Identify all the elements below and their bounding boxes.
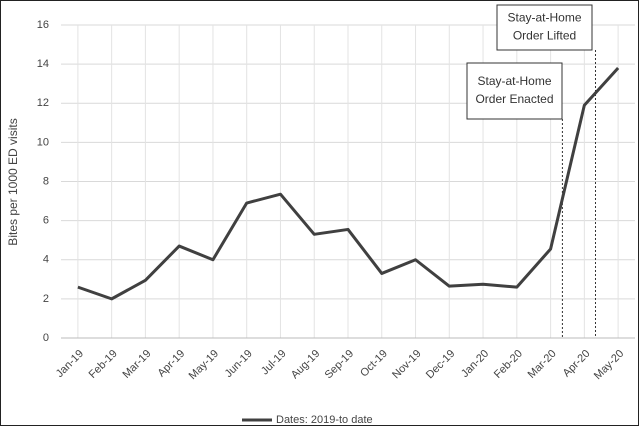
- x-tick-label: Jul-19: [259, 348, 289, 378]
- annotation-text: Stay-at-Home: [507, 11, 581, 25]
- x-tick-label: Apr-20: [561, 348, 593, 380]
- annotation: Stay-at-Home Order Lifted: [496, 4, 593, 51]
- x-tick-label: May-19: [187, 348, 221, 382]
- y-tick-label: 16: [37, 19, 49, 31]
- y-tick-label: 14: [37, 58, 49, 70]
- annotation: Stay-at-Home Order Enacted: [466, 62, 563, 120]
- y-tick-label: 0: [43, 332, 49, 344]
- y-tick-label: 8: [43, 175, 49, 187]
- y-tick-label: 2: [43, 293, 49, 305]
- x-tick-label: Mar-19: [120, 348, 153, 381]
- annotation-text: Order Enacted: [475, 92, 553, 106]
- y-tick-label: 4: [43, 254, 49, 266]
- y-tick-label: 10: [37, 136, 49, 148]
- x-tick-label: Jan-20: [459, 348, 491, 380]
- x-tick-label: Apr-19: [156, 348, 188, 380]
- x-tick-label: Dec-19: [424, 348, 458, 382]
- x-tick-label: May-20: [592, 348, 626, 382]
- x-tick-label: Feb-20: [492, 348, 525, 381]
- y-axis-label: Bites per 1000 ED visits: [6, 118, 20, 245]
- x-tick-label: Aug-19: [289, 348, 323, 382]
- annotation-text: Stay-at-Home: [477, 74, 551, 88]
- data-line: [77, 67, 620, 301]
- y-tick-label: 6: [43, 215, 49, 227]
- x-tick-label: Jun-19: [223, 348, 255, 380]
- y-tick-label: 12: [37, 97, 49, 109]
- x-tick-label: Sep-19: [323, 348, 357, 382]
- legend-label: Dates: 2019-to date: [276, 414, 373, 426]
- x-tick-label: Jan-19: [54, 348, 86, 380]
- x-tick-label: Oct-19: [358, 348, 390, 380]
- x-tick-label: Mar-20: [526, 348, 559, 381]
- x-tick-label: Feb-19: [87, 348, 120, 381]
- annotation-box: [496, 4, 593, 51]
- annotation-text: Order Lifted: [513, 29, 576, 43]
- annotation-box: [466, 62, 563, 120]
- x-tick-label: Nov-19: [390, 348, 424, 382]
